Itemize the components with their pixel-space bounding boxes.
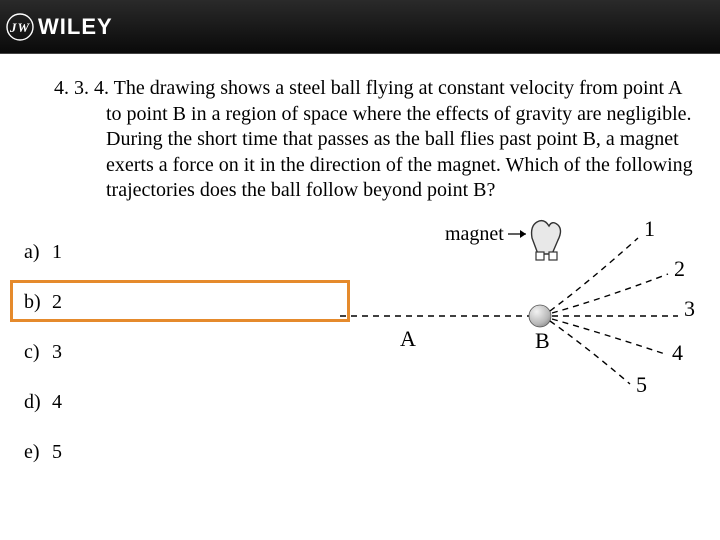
trajectory-3-label: 3 xyxy=(684,296,695,321)
trajectory-5-label: 5 xyxy=(636,372,647,396)
option-label: e) xyxy=(24,441,52,464)
trajectory-1-label: 1 xyxy=(644,216,655,241)
question-text: The drawing shows a steel ball flying at… xyxy=(106,77,693,201)
trajectory-4-label: 4 xyxy=(672,340,683,365)
wiley-jw-icon: JW xyxy=(6,13,34,41)
option-e[interactable]: e) 5 xyxy=(24,428,720,478)
option-value: 5 xyxy=(52,441,62,464)
option-value: 1 xyxy=(52,241,62,264)
trajectory-2-label: 2 xyxy=(674,256,685,281)
question-block: 4. 3. 4. The drawing shows a steel ball … xyxy=(0,54,720,204)
question-number: 4. 3. 4. xyxy=(54,77,109,99)
wiley-logo: JW WILEY xyxy=(6,13,113,41)
wiley-wordmark: WILEY xyxy=(38,14,113,40)
option-label: b) xyxy=(24,291,52,314)
magnet-label: magnet xyxy=(445,223,504,245)
trajectory-diagram: A B magnet 1 2 3 4 5 xyxy=(330,216,710,396)
option-label: c) xyxy=(24,341,52,364)
header-bar: JW WILEY xyxy=(0,0,720,54)
option-label: a) xyxy=(24,241,52,264)
magnet-icon xyxy=(532,221,561,260)
ball-icon xyxy=(529,305,551,327)
point-a-label: A xyxy=(400,326,416,351)
option-label: d) xyxy=(24,391,52,414)
question-body: 4. 3. 4. The drawing shows a steel ball … xyxy=(24,76,696,204)
point-b-label: B xyxy=(535,328,550,353)
option-value: 3 xyxy=(52,341,62,364)
option-value: 2 xyxy=(52,291,62,314)
svg-text:JW: JW xyxy=(9,20,31,35)
option-value: 4 xyxy=(52,391,62,414)
